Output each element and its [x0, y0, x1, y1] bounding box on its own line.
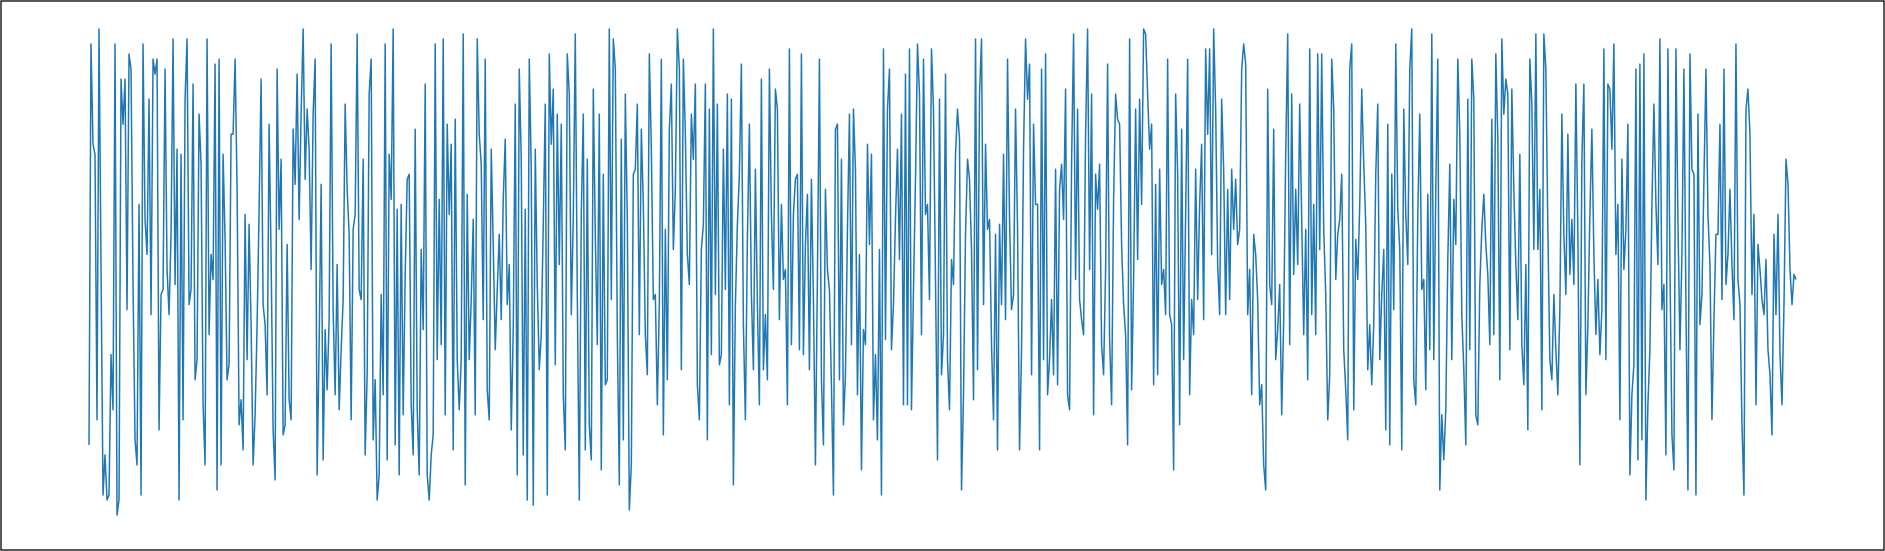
series-line-0: [88, 28, 1797, 516]
series-layer: [88, 28, 1797, 516]
